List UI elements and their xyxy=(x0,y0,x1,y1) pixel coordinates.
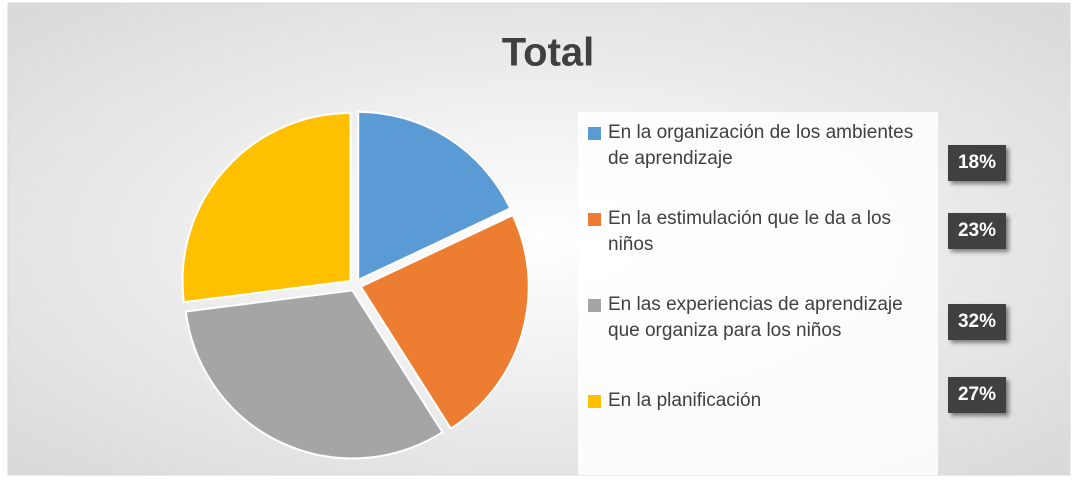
legend-label: En la estimulación que le da a los niños xyxy=(608,208,892,255)
data-label: 18% xyxy=(948,145,1006,181)
pie-slice xyxy=(359,213,530,430)
legend-item: En la organización de los ambientes de a… xyxy=(588,120,938,172)
chart-title: Total xyxy=(502,31,595,75)
data-label: 32% xyxy=(948,304,1006,340)
legend-swatch xyxy=(588,299,601,312)
legend-box xyxy=(578,112,938,475)
legend-label: En la planificación xyxy=(608,390,762,411)
legend-item: En la estimulación que le da a los niños xyxy=(588,206,938,258)
legend-label: En las experiencias de aprendizaje que o… xyxy=(608,294,903,341)
legend-swatch xyxy=(588,395,601,408)
legend-swatch xyxy=(588,127,601,140)
legend-label: En la organización de los ambientes de a… xyxy=(608,122,914,169)
pie-slice xyxy=(357,110,512,282)
legend-item: En las experiencias de aprendizaje que o… xyxy=(588,292,938,344)
legend-item: En la planificación xyxy=(588,388,938,414)
pie-slice xyxy=(181,112,352,304)
data-label: 27% xyxy=(948,377,1006,413)
legend-swatch xyxy=(588,213,601,226)
data-label: 23% xyxy=(948,213,1006,249)
pie-slice xyxy=(184,289,444,460)
